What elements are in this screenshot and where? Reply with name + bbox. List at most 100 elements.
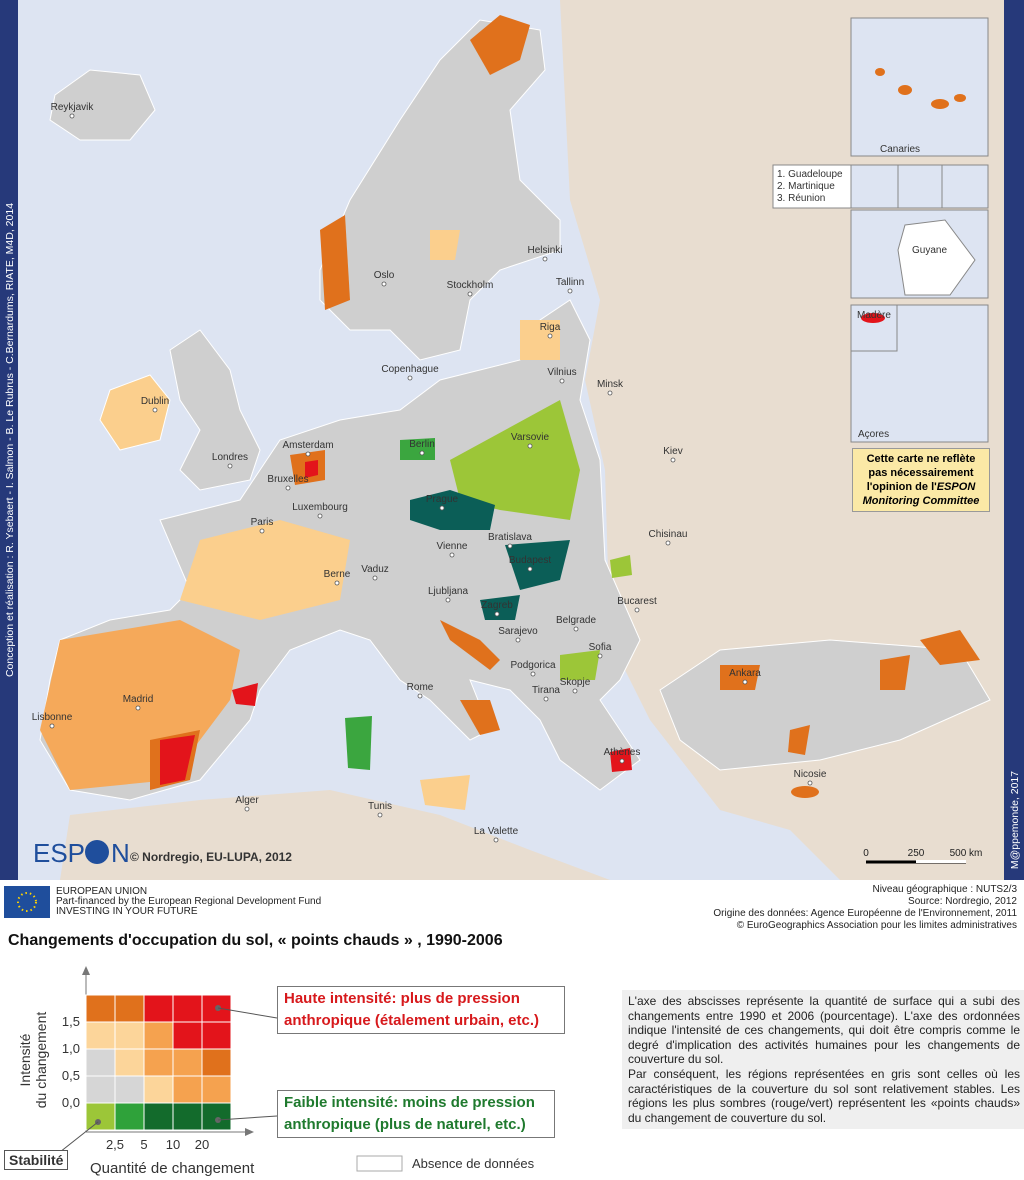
region <box>400 438 435 460</box>
city-label: Athènes <box>604 747 641 758</box>
city-label: Bucarest <box>617 596 657 607</box>
legend-cell <box>201 1048 232 1077</box>
city-label: Belgrade <box>556 615 596 626</box>
city-label: Prague <box>426 494 459 505</box>
city-label: Ljubljana <box>428 586 468 597</box>
legend-high: Haute intensité: plus de pression anthro… <box>277 986 565 1034</box>
inset-label: Madère <box>857 310 891 321</box>
source-line: Niveau géographique : NUTS2/3 <box>872 884 1017 895</box>
city-dot <box>152 407 158 413</box>
legend-cell <box>172 1102 203 1131</box>
legend-y-title: du changement <box>33 1012 49 1109</box>
city-dot <box>573 626 579 632</box>
legend-cell <box>201 1102 232 1131</box>
city-dot <box>419 450 425 456</box>
scale-label: 0 <box>863 848 869 859</box>
source-line: © EuroGeographics Association pour les l… <box>736 920 1017 931</box>
city-dot <box>445 597 451 603</box>
disclaimer-line: pas nécessairement <box>868 467 974 479</box>
legend-cell <box>114 1048 145 1077</box>
logo-stars <box>85 840 109 864</box>
legend-matrix <box>85 994 232 1131</box>
city-dot <box>259 528 265 534</box>
eu-line: Part-financed by the European Regional D… <box>56 896 322 907</box>
arrow <box>245 1128 254 1136</box>
sicily <box>420 775 470 810</box>
city-label: Podgorica <box>510 660 555 671</box>
legend-cell <box>143 1075 174 1104</box>
city-label: Oslo <box>374 270 395 281</box>
no-data-label: Absence de données <box>412 1156 535 1171</box>
legend-x-tick: 2,5 <box>106 1137 124 1152</box>
region <box>505 540 570 590</box>
no-data-swatch <box>356 1155 403 1172</box>
city-dot <box>227 463 233 469</box>
city-dot <box>244 806 250 812</box>
scandinavia <box>319 19 561 361</box>
legend-cell <box>172 1048 203 1077</box>
inset-label: 2. Martinique <box>777 181 835 192</box>
disclaimer-line: Cette carte ne reflète <box>866 453 976 465</box>
city-dot <box>334 580 340 586</box>
region <box>180 520 350 620</box>
city-dot <box>417 693 423 699</box>
disclaimer-line: ESPON <box>936 481 976 493</box>
legend-cell <box>85 1021 116 1050</box>
title: Changements d'occupation du sol, « point… <box>8 932 503 949</box>
region <box>450 400 580 520</box>
island <box>875 68 885 76</box>
city-dot <box>807 780 813 786</box>
legend-cell <box>143 994 174 1023</box>
city-label: Alger <box>235 795 259 806</box>
source-line: Origine des données: Agence Européenne d… <box>713 908 1017 919</box>
left-strip <box>0 0 18 880</box>
city-label: Lisbonne <box>32 712 73 723</box>
copyright: © Nordregio, EU-LUPA, 2012 <box>130 850 292 864</box>
city-dot <box>317 513 323 519</box>
legend-cell <box>201 1021 232 1050</box>
guyane-shape <box>897 219 976 296</box>
city-dot <box>607 390 613 396</box>
legend-y-tick: 1,0 <box>62 1041 80 1056</box>
city-dot <box>543 696 549 702</box>
note-paragraph: Par conséquent, les régions représentées… <box>628 1066 1020 1125</box>
insets <box>772 17 989 443</box>
sardinia <box>345 716 372 770</box>
regions <box>40 15 980 790</box>
region <box>320 215 350 310</box>
legend-cell <box>143 1048 174 1077</box>
ireland <box>99 374 171 451</box>
city-label: Vilnius <box>547 367 576 378</box>
city-dot <box>527 566 533 572</box>
legend-cell <box>172 994 203 1023</box>
city-dot <box>135 705 141 711</box>
scale-segment <box>916 860 966 863</box>
side-right: M@ppemonde, 2017 <box>1009 771 1021 869</box>
city-label: Sofia <box>589 642 612 653</box>
city-label: Bruxelles <box>267 474 308 485</box>
legend-low: Faible intensité: moins de pression anth… <box>277 1090 555 1138</box>
city-dot <box>381 281 387 287</box>
city-label: Amsterdam <box>282 440 333 451</box>
city-label: Rome <box>407 682 434 693</box>
city-label: Stockholm <box>447 280 494 291</box>
inset-label: Guyane <box>912 245 947 256</box>
city-dot <box>597 653 603 659</box>
scale-label: 500 km <box>950 848 983 859</box>
region <box>720 665 760 690</box>
city-label: Luxembourg <box>292 502 348 513</box>
city-label: Dublin <box>141 396 169 407</box>
inset-label: 1. Guadeloupe <box>777 169 843 180</box>
logo-text: N <box>111 838 130 868</box>
inset-canaries <box>850 17 989 157</box>
iceland <box>49 69 156 141</box>
city-label: Vienne <box>437 541 468 552</box>
city-label: La Valette <box>474 826 519 837</box>
city-dot <box>407 375 413 381</box>
region <box>610 555 632 578</box>
region <box>520 320 560 360</box>
eu-flag <box>4 886 50 918</box>
city-label: Varsovie <box>511 432 550 443</box>
eu-stars <box>17 892 37 912</box>
